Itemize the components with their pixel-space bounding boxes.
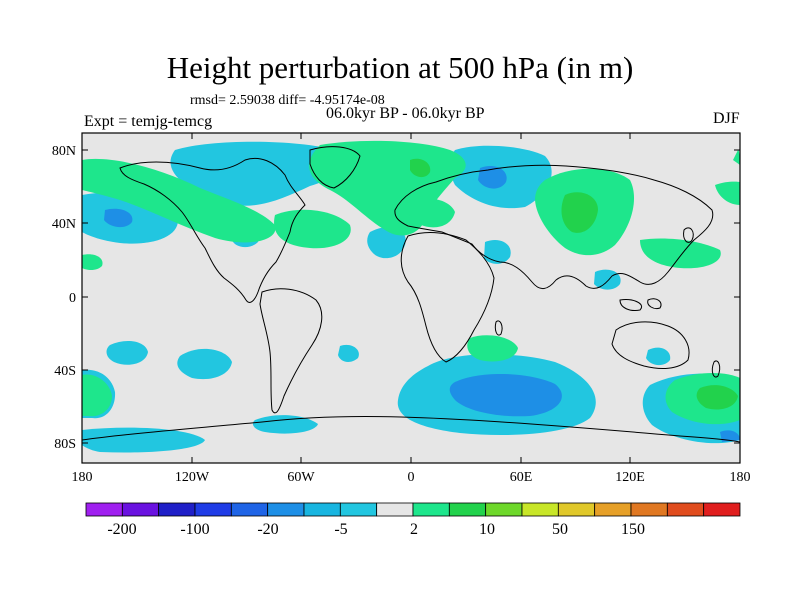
colorbar-swatch [303,502,341,517]
experiment-label: Expt = temjg-temcg [84,113,213,130]
lon-label-120w: 120W [175,470,210,485]
colorbar-label: -200 [107,521,136,538]
lon-label-0: 0 [408,470,415,485]
period-label: 06.0kyr BP - 06.0kyr BP [326,105,485,122]
colorbar-swatch [703,502,741,517]
lon-labels: 180 120W 60W 0 60E 120E 180 [72,470,751,485]
colorbar-swatch [557,502,596,517]
colorbar-swatch [267,502,305,517]
lon-label-60w: 60W [287,470,315,485]
stats-text: rmsd= 2.59038 diff= -4.95174e-08 [190,93,385,108]
strong-positive-cores [410,158,738,410]
colorbar-label: -100 [180,521,209,538]
colorbar-swatch [666,502,705,517]
colorbar-label: 50 [552,521,568,538]
colorbar-swatch [485,502,523,517]
colorbar-swatch [339,502,378,517]
colorbar [85,502,741,517]
strong-negative-cores [104,165,740,442]
colorbar-swatch [521,502,559,517]
colorbar-swatch [594,502,632,517]
colorbar-swatch [376,502,414,517]
colorbar-swatch [412,502,450,517]
coastlines [82,146,740,443]
lon-label-180w: 180 [72,470,93,485]
season-label: DJF [713,110,740,127]
colorbar-label: 150 [621,521,645,538]
lon-label-180e: 180 [730,470,751,485]
lat-label-80s: 80S [54,437,76,452]
plot-title: Height perturbation at 500 hPa (in m) [166,50,634,85]
colorbar-label: 2 [410,521,418,538]
lat-label-40n: 40N [52,217,76,232]
lon-label-120e: 120E [615,470,645,485]
colorbar-label: 10 [479,521,495,538]
lon-ticks [81,133,741,463]
colorbar-swatch [158,502,196,517]
colorbar-swatch [194,502,232,517]
lat-label-80n: 80N [52,144,76,159]
lat-label-0: 0 [69,291,76,306]
colorbar-swatch [121,502,160,517]
contour-fields [82,140,740,453]
colorbar-swatch [630,502,668,517]
lon-label-60e: 60E [510,470,533,485]
lat-labels: 80N 40N 0 40S 80S [52,144,76,452]
colorbar-swatch [448,502,487,517]
colorbar-swatch [85,502,123,517]
lat-ticks [82,149,740,444]
colorbar-swatch [230,502,269,517]
colorbar-label: -5 [334,521,347,538]
colorbar-label: -20 [257,521,278,538]
lat-label-40s: 40S [54,364,76,379]
colorbar-labels: -200 -100 -20 -5 2 10 50 150 [107,521,645,538]
